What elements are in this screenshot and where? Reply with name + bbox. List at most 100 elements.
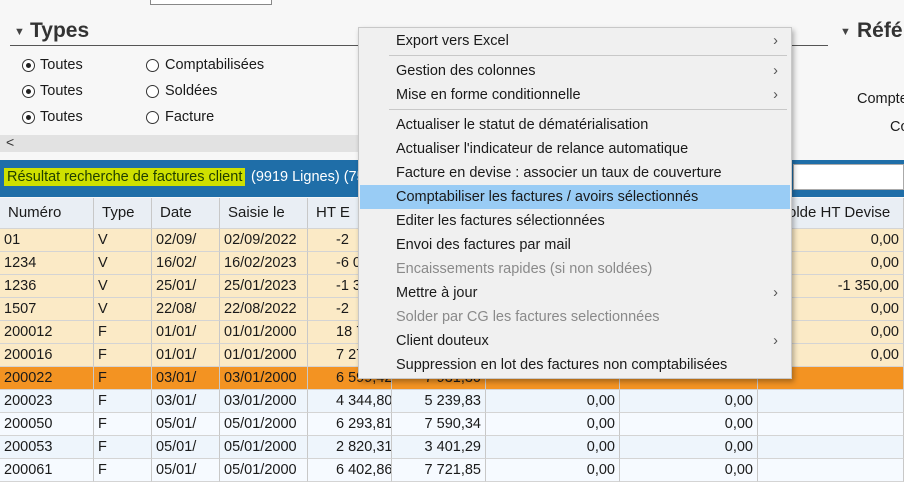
menu-item[interactable]: Facture en devise : associer un taux de … (360, 161, 790, 185)
table-cell[interactable]: 0,00 (620, 436, 758, 459)
table-cell[interactable]: 22/08/2022 (220, 298, 308, 321)
table-cell[interactable]: 0,00 (486, 413, 620, 436)
scroll-left[interactable]: < (6, 134, 14, 150)
table-cell[interactable]: 25/01/2023 (220, 275, 308, 298)
collapse-icon[interactable]: ▼ (840, 26, 851, 38)
table-cell[interactable]: 01 (0, 229, 94, 252)
column-header[interactable]: Type (94, 198, 152, 229)
menu-item[interactable]: Client douteux› (360, 329, 790, 353)
table-cell[interactable]: 200050 (0, 413, 94, 436)
table-cell[interactable]: 16/02/2023 (220, 252, 308, 275)
table-cell[interactable]: 2 820,31 (308, 436, 392, 459)
column-header[interactable]: Numéro (0, 198, 94, 229)
collapse-icon[interactable]: ▼ (14, 26, 25, 38)
menu-item[interactable]: Export vers Excel› (360, 29, 790, 53)
table-cell[interactable]: 03/01/ (152, 367, 220, 390)
menu-item[interactable]: Actualiser l'indicateur de relance autom… (360, 137, 790, 161)
table-cell[interactable]: 03/01/2000 (220, 367, 308, 390)
radio-selected[interactable] (22, 111, 35, 124)
table-cell[interactable]: V (94, 229, 152, 252)
table-cell[interactable]: 1234 (0, 252, 94, 275)
table-cell[interactable] (758, 436, 904, 459)
table-cell[interactable]: 05/01/2000 (220, 436, 308, 459)
table-cell[interactable]: V (94, 252, 152, 275)
table-cell[interactable]: 200053 (0, 436, 94, 459)
table-cell[interactable]: 01/01/ (152, 321, 220, 344)
radio-selected[interactable] (22, 85, 35, 98)
table-cell[interactable]: 01/01/2000 (220, 344, 308, 367)
table-cell[interactable]: 22/08/ (152, 298, 220, 321)
menu-item-label: Mettre à jour (396, 285, 477, 301)
table-cell[interactable]: 6 402,86 (308, 459, 392, 482)
radio-selected[interactable] (22, 59, 35, 72)
table-cell[interactable]: V (94, 298, 152, 321)
table-cell[interactable]: 1236 (0, 275, 94, 298)
table-cell[interactable]: F (94, 321, 152, 344)
table-cell[interactable]: 200016 (0, 344, 94, 367)
field-label: Co (890, 119, 904, 135)
menu-item[interactable]: Editer les factures sélectionnées (360, 209, 790, 233)
menu-item[interactable]: Gestion des colonnes› (360, 59, 790, 83)
table-cell[interactable]: 200023 (0, 390, 94, 413)
table-cell[interactable]: 05/01/2000 (220, 459, 308, 482)
table-cell[interactable]: F (94, 367, 152, 390)
table-cell[interactable]: 16/02/ (152, 252, 220, 275)
table-cell[interactable]: 7 721,85 (392, 459, 486, 482)
menu-item[interactable]: Suppression en lot des factures non comp… (360, 353, 790, 377)
radio[interactable] (146, 85, 159, 98)
table-cell[interactable]: F (94, 436, 152, 459)
submenu-arrow: › (773, 83, 778, 107)
table-cell[interactable]: 4 344,80 (308, 390, 392, 413)
table-cell[interactable]: 6 293,81 (308, 413, 392, 436)
table-cell[interactable]: V (94, 275, 152, 298)
menu-item[interactable]: Comptabiliser les factures / avoirs séle… (360, 185, 790, 209)
table-cell[interactable]: F (94, 390, 152, 413)
search-input[interactable] (793, 164, 904, 190)
table-cell[interactable]: 0,00 (620, 413, 758, 436)
menu-separator (389, 55, 787, 56)
table-cell[interactable]: 05/01/ (152, 459, 220, 482)
table-cell[interactable]: 200061 (0, 459, 94, 482)
table-cell[interactable]: 5 239,83 (392, 390, 486, 413)
radio[interactable] (146, 111, 159, 124)
result-title: Résultat recherche de factures client (4, 168, 245, 186)
radio[interactable] (146, 59, 159, 72)
table-cell[interactable]: 1507 (0, 298, 94, 321)
menu-item[interactable]: Mettre à jour› (360, 281, 790, 305)
submenu-arrow: › (773, 329, 778, 353)
table-cell[interactable]: F (94, 459, 152, 482)
table-cell[interactable]: 05/01/ (152, 413, 220, 436)
table-cell[interactable] (758, 459, 904, 482)
radio-label: Toutes (40, 109, 83, 125)
table-cell[interactable]: 0,00 (620, 459, 758, 482)
menu-item[interactable]: Mise en forme conditionnelle › (360, 83, 790, 107)
column-header[interactable]: Saisie le (220, 198, 308, 229)
table-cell[interactable]: 05/01/2000 (220, 413, 308, 436)
table-cell[interactable]: 02/09/2022 (220, 229, 308, 252)
table-cell[interactable]: 05/01/ (152, 436, 220, 459)
table-cell[interactable]: 200012 (0, 321, 94, 344)
table-cell[interactable]: 02/09/ (152, 229, 220, 252)
table-cell[interactable]: 0,00 (620, 390, 758, 413)
table-cell[interactable]: 0,00 (486, 390, 620, 413)
table-cell[interactable]: 200022 (0, 367, 94, 390)
table-cell[interactable]: F (94, 413, 152, 436)
menu-item[interactable]: Envoi des factures par mail (360, 233, 790, 257)
table-cell[interactable]: 0,00 (486, 436, 620, 459)
table-cell[interactable]: 25/01/ (152, 275, 220, 298)
menu-item-label: Mise en forme conditionnelle (396, 87, 581, 103)
table-cell[interactable]: F (94, 344, 152, 367)
table-cell[interactable]: 01/01/ (152, 344, 220, 367)
table-cell[interactable]: 0,00 (486, 459, 620, 482)
table-cell[interactable] (758, 413, 904, 436)
input-box[interactable] (150, 0, 272, 5)
table-cell[interactable]: 01/01/2000 (220, 321, 308, 344)
table-cell[interactable] (758, 390, 904, 413)
table-cell[interactable]: 3 401,29 (392, 436, 486, 459)
scrollbar[interactable] (0, 135, 360, 152)
column-header[interactable]: Date (152, 198, 220, 229)
table-cell[interactable]: 7 590,34 (392, 413, 486, 436)
table-cell[interactable]: 03/01/2000 (220, 390, 308, 413)
menu-item[interactable]: Actualiser le statut de dématérialisatio… (360, 113, 790, 137)
table-cell[interactable]: 03/01/ (152, 390, 220, 413)
